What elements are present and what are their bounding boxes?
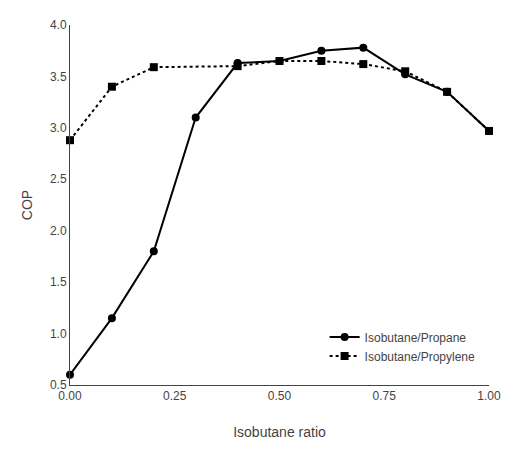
svg-text:Isobutane/Propylene: Isobutane/Propylene [365, 350, 475, 364]
svg-text:0.00: 0.00 [58, 389, 82, 403]
svg-text:4.0: 4.0 [50, 18, 67, 32]
svg-text:3.0: 3.0 [50, 121, 67, 135]
svg-text:2.0: 2.0 [50, 224, 67, 238]
svg-text:1.0: 1.0 [50, 327, 67, 341]
svg-text:1.5: 1.5 [50, 275, 67, 289]
svg-text:0.75: 0.75 [373, 389, 397, 403]
svg-text:0.25: 0.25 [163, 389, 187, 403]
svg-text:COP: COP [19, 190, 35, 220]
svg-text:3.5: 3.5 [50, 70, 67, 84]
svg-text:1.00: 1.00 [477, 389, 501, 403]
svg-text:Isobutane/Propane: Isobutane/Propane [365, 331, 467, 345]
svg-text:Isobutane ratio: Isobutane ratio [233, 424, 326, 440]
svg-text:0.5: 0.5 [50, 378, 67, 392]
svg-text:0.50: 0.50 [268, 389, 292, 403]
svg-text:2.5: 2.5 [50, 172, 67, 186]
